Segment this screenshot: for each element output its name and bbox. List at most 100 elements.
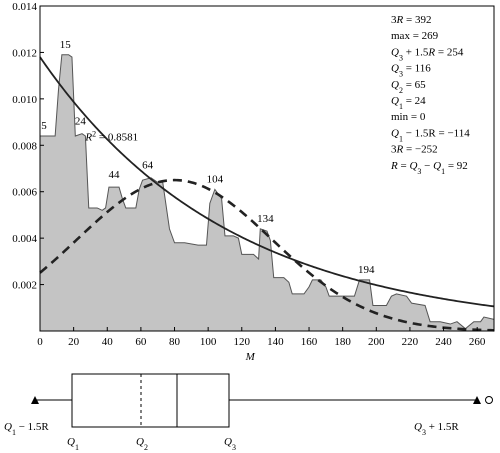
- left-whisker-marker: [31, 396, 39, 404]
- bar-value-label: 194: [358, 264, 375, 276]
- stats-text: = 65: [403, 79, 426, 91]
- stats-text: =: [398, 160, 410, 172]
- density-area: [40, 54, 494, 331]
- density-outline: [40, 54, 495, 330]
- stats-var: Q: [391, 46, 399, 58]
- stats-var: Q: [409, 160, 417, 172]
- iqr-box: [71, 373, 230, 428]
- quartile-label: Q1: [67, 436, 79, 452]
- stats-line: Q2 = 65: [391, 79, 426, 95]
- r-squared-label: R2 = 0.8581: [84, 129, 138, 144]
- y-tick-label: 0.010: [12, 94, 37, 106]
- quartile-label: Q3: [224, 436, 236, 452]
- stats-var: Q: [433, 160, 441, 172]
- stats-text: −: [421, 160, 433, 172]
- x-tick-label: 200: [368, 336, 385, 348]
- stats-line: 3R = 392: [391, 14, 431, 26]
- bar-value-label: 5: [41, 120, 47, 132]
- whisker-var: Q: [414, 421, 422, 433]
- density-area-layer: [40, 54, 495, 331]
- stats-text: = −252: [403, 144, 437, 156]
- y-tick-label: 0.004: [12, 233, 37, 245]
- stats-text: − 1.5R = −114: [403, 127, 470, 139]
- stats-text: = 24: [403, 95, 426, 107]
- stats-text: min = 0: [391, 111, 426, 123]
- stats-text: 3: [391, 14, 397, 26]
- plot-frame: [39, 5, 495, 332]
- x-tick-label: 240: [435, 336, 452, 348]
- x-tick-label: 100: [200, 336, 217, 348]
- x-tick-label: 160: [301, 336, 318, 348]
- stats-text: + 1.5: [403, 46, 429, 58]
- stats-text: = 392: [403, 14, 431, 26]
- r-squared-value: = 0.8581: [96, 132, 138, 144]
- stats-line: max = 269: [391, 30, 439, 42]
- stats-sub: 3: [399, 53, 403, 62]
- r-squared-symbol: R: [84, 132, 92, 144]
- whisker-text: − 1.5R: [16, 421, 49, 433]
- y-tick-label: 0.014: [12, 1, 37, 13]
- bar-value-label: 104: [207, 173, 224, 185]
- stats-var: R: [390, 160, 398, 172]
- x-tick-label: 180: [334, 336, 351, 348]
- whisker-text: + 1.5R: [426, 421, 459, 433]
- stats-var: Q: [391, 63, 399, 75]
- stats-line: 3R = −252: [391, 144, 438, 156]
- stats-var: R: [396, 14, 404, 26]
- stats-sub: 3: [417, 166, 421, 175]
- stats-text: = 116: [403, 63, 431, 75]
- quartile-sub: 3: [232, 443, 236, 452]
- x-tick-label: 260: [469, 336, 486, 348]
- stats-text: = 92: [445, 160, 468, 172]
- bar-value-label: 24: [75, 115, 87, 127]
- normal-fit-curve: [39, 178, 495, 332]
- stats-line: R = Q3 − Q1 = 92: [390, 160, 468, 176]
- y-tick-label: 0.002: [12, 280, 37, 292]
- quartile-label: Q2: [136, 436, 148, 452]
- right-whisker-marker: [473, 396, 481, 404]
- x-tick-label: 60: [135, 336, 147, 348]
- quartile-var: Q: [136, 436, 144, 448]
- stats-line: Q3 = 116: [391, 63, 431, 79]
- outlier-marker: [485, 396, 493, 404]
- stats-sub: 3: [399, 69, 403, 78]
- stats-text: 3: [391, 144, 397, 156]
- whisker-right-label: Q3 + 1.5R: [414, 421, 459, 437]
- r-squared-exponent: 2: [92, 129, 96, 138]
- quartile-var: Q: [224, 436, 232, 448]
- x-tick-label: 220: [402, 336, 419, 348]
- bar-value-label: 64: [142, 160, 154, 172]
- stats-var: R: [396, 144, 404, 156]
- stats-var: Q: [391, 79, 399, 91]
- y-tick-label: 0.012: [12, 47, 37, 59]
- stats-var: Q: [391, 95, 399, 107]
- stats-line: Q3 + 1.5R = 254: [391, 46, 464, 62]
- whisker-sub: 1: [12, 428, 16, 437]
- bar-value-label: 15: [60, 39, 72, 51]
- y-tick-label: 0.008: [12, 140, 37, 152]
- stats-sub: 1: [441, 166, 445, 175]
- stats-line: Q1 − 1.5R = −114: [391, 127, 470, 143]
- bar-value-label: 134: [257, 213, 274, 225]
- bar-value-label: 44: [108, 169, 120, 181]
- x-tick-label: 80: [169, 336, 181, 348]
- whisker-left-label: Q1 − 1.5R: [4, 421, 49, 437]
- stats-text: max = 269: [391, 30, 439, 42]
- quartile-sub: 2: [144, 443, 148, 452]
- x-tick-label: 20: [68, 336, 80, 348]
- whisker-sub: 3: [422, 428, 426, 437]
- exponential-fit-curve: [39, 56, 495, 308]
- quartile-var: Q: [67, 436, 75, 448]
- x-tick-label: 140: [267, 336, 284, 348]
- whisker-var: Q: [4, 421, 12, 433]
- stats-sub: 1: [399, 134, 403, 143]
- quartile-sub: 1: [75, 443, 79, 452]
- stats-var: R: [427, 46, 435, 58]
- stats-text: = 254: [435, 46, 464, 58]
- stats-sub: 1: [399, 102, 403, 111]
- stats-line: Q1 = 24: [391, 95, 426, 111]
- stats-sub: 2: [399, 85, 403, 94]
- x-tick-label: 40: [102, 336, 114, 348]
